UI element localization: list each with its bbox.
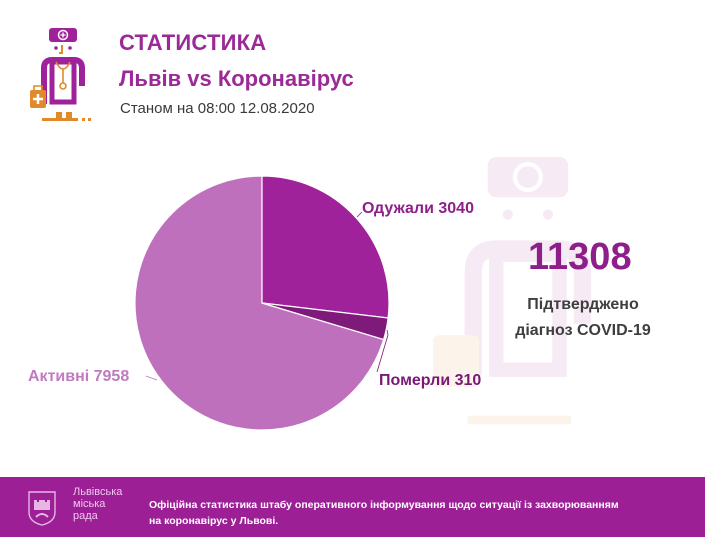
- slice-recovered[interactable]: [261, 175, 390, 319]
- caption-line-2: діагноз COVID-19: [515, 322, 651, 339]
- label-recovered: Одужали 3040: [362, 200, 474, 217]
- council-line-2: міська: [73, 498, 106, 510]
- caption-line-1: Підтверджено: [527, 296, 639, 313]
- leader-line-recovered: [356, 211, 363, 218]
- city-council-name: Львівська міська рада: [73, 486, 122, 522]
- page-title: СТАТИСТИКА: [119, 30, 267, 55]
- leader-line-active: [145, 375, 158, 381]
- footer-bottom-strip: [0, 537, 705, 546]
- council-line-3: рада: [73, 510, 98, 522]
- doctor-watermark-icon: [433, 157, 592, 425]
- slice-died[interactable]: [261, 302, 389, 341]
- page-subtitle: Львів vs Коронавірус: [119, 66, 354, 91]
- label-active: Активні 7958: [28, 368, 130, 385]
- total-confirmed-count: 11308: [528, 236, 632, 278]
- doctor-logo-icon: [30, 28, 91, 121]
- city-crest-icon: [28, 491, 56, 526]
- slice-active[interactable]: [134, 175, 385, 431]
- footer-disclaimer: Офіційна статистика штабу оперативного і…: [149, 499, 619, 527]
- council-line-1: Львівська: [73, 486, 123, 498]
- total-caption: Підтверджено діагноз COVID-19: [500, 292, 666, 344]
- footer-banner: Львівська міська рада Офіційна статистик…: [0, 477, 705, 537]
- as-of-timestamp: Станом на 08:00 12.08.2020: [120, 100, 315, 117]
- label-died: Померли 310: [379, 372, 482, 389]
- leader-line-died: [376, 329, 389, 373]
- pie-chart: [134, 175, 390, 431]
